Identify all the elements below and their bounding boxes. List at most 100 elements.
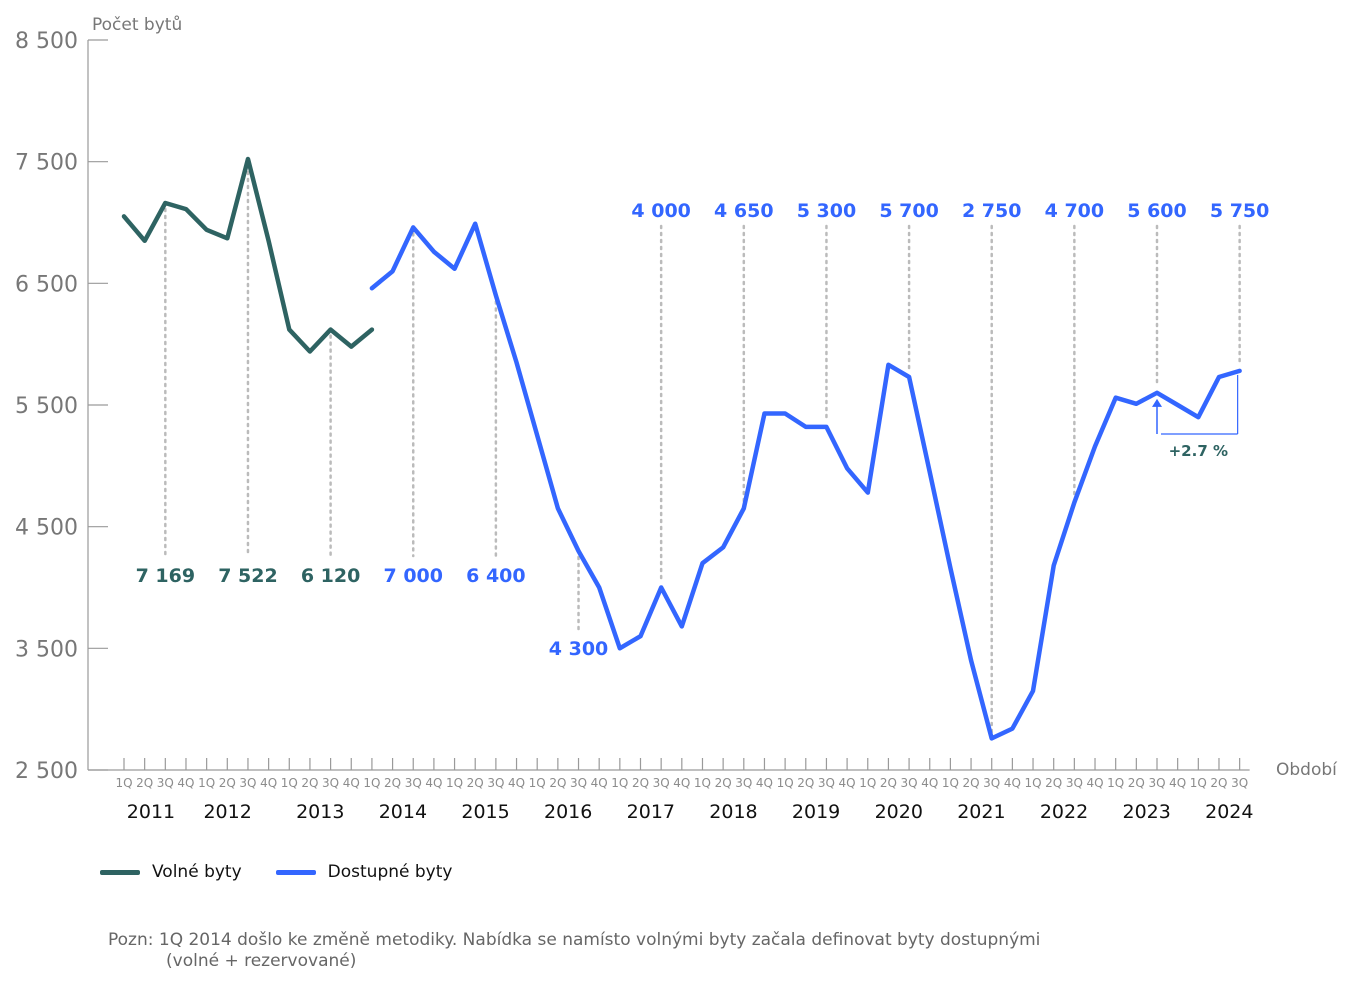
quarter-label: 3Q xyxy=(239,776,256,790)
quarter-label: 3Q xyxy=(405,776,422,790)
note-line-1: Pozn: 1Q 2014 došlo ke změně metodiky. N… xyxy=(108,930,1041,950)
quarter-label: 2Q xyxy=(549,776,566,790)
quarter-label: 2Q xyxy=(797,776,814,790)
quarter-label: 2Q xyxy=(1210,776,1227,790)
quarter-label: 3Q xyxy=(983,776,1000,790)
annotation-label: 5 750 xyxy=(1210,200,1270,222)
y-tick-label: 4 500 xyxy=(15,516,78,541)
quarter-label: 1Q xyxy=(281,776,298,790)
quarter-label: 1Q xyxy=(611,776,628,790)
quarter-label: 4Q xyxy=(756,776,773,790)
quarter-label: 1Q xyxy=(446,776,463,790)
quarter-label: 3Q xyxy=(487,776,504,790)
year-label: 2024 xyxy=(1205,801,1253,823)
quarter-label: 4Q xyxy=(921,776,938,790)
quarter-label: 3Q xyxy=(322,776,339,790)
year-label: 2017 xyxy=(627,801,675,823)
annotation-label: 6 400 xyxy=(466,565,526,587)
quarter-label: 3Q xyxy=(1066,776,1083,790)
change-arrow-head xyxy=(1152,398,1162,407)
quarter-label: 1Q xyxy=(777,776,794,790)
quarter-label: 4Q xyxy=(425,776,442,790)
quarter-label: 4Q xyxy=(1169,776,1186,790)
axes: 8 500 7 500 6 500 5 500 4 500 3 500 2 500 Počet… xyxy=(15,15,1338,823)
quarter-label: 1Q xyxy=(942,776,959,790)
y-tick-label: 3 500 xyxy=(15,637,78,662)
annotation-label: 6 120 xyxy=(301,565,361,587)
series-line-dostupne-byty xyxy=(369,221,1242,741)
quarter-label: 1Q xyxy=(363,776,380,790)
quarter-label: 2Q xyxy=(219,776,236,790)
quarter-label: 1Q xyxy=(115,776,132,790)
note-line-2: (volné + rezervované) xyxy=(166,951,357,971)
quarter-label: 4Q xyxy=(343,776,360,790)
quarter-label: 4Q xyxy=(839,776,856,790)
y-axis-title: Počet bytů xyxy=(92,15,182,35)
quarter-label: 4Q xyxy=(260,776,277,790)
quarter-label: 4Q xyxy=(673,776,690,790)
quarter-label: 3Q xyxy=(1231,776,1248,790)
quarter-label: 1Q xyxy=(1190,776,1207,790)
y-tick-label: 8 500 xyxy=(15,29,78,54)
quarter-label: 3Q xyxy=(653,776,670,790)
year-label: 2014 xyxy=(379,801,427,823)
labels: 7 169 7 522 6 120 7 000 6 400 4 300 4 000 4 650… xyxy=(136,200,1270,660)
legend-item-volne: Volné byty xyxy=(100,862,242,882)
quarter-label: 4Q xyxy=(508,776,525,790)
annotation-guides xyxy=(164,163,1241,734)
legend-label-dostupne: Dostupné byty xyxy=(327,862,453,882)
legend-swatch-volne xyxy=(100,869,140,875)
annotation-label: 4 300 xyxy=(549,638,609,660)
quarter-label: 3Q xyxy=(818,776,835,790)
annotation-label: 5 600 xyxy=(1127,200,1187,222)
quarter-label: 2Q xyxy=(136,776,153,790)
y-tick-label: 2 500 xyxy=(15,759,78,784)
year-label: 2021 xyxy=(957,801,1005,823)
quarter-label: 2Q xyxy=(632,776,649,790)
legend-label-volne: Volné byty xyxy=(152,862,242,882)
quarter-label: 3Q xyxy=(735,776,752,790)
year-label: 2022 xyxy=(1040,801,1088,823)
annotation-label: 4 700 xyxy=(1045,200,1105,222)
legend: Volné byty Dostupné byty xyxy=(100,862,452,882)
legend-swatch-dostupne xyxy=(275,869,316,875)
quarter-label: 4Q xyxy=(1004,776,1021,790)
year-label: 2023 xyxy=(1122,801,1170,823)
year-label: 2016 xyxy=(544,801,592,823)
annotation-label: 5 300 xyxy=(797,200,857,222)
quarter-label: 1Q xyxy=(859,776,876,790)
quarter-label: 3Q xyxy=(570,776,587,790)
quarter-label: 2Q xyxy=(880,776,897,790)
year-label: 2013 xyxy=(296,801,344,823)
quarter-label: 1Q xyxy=(529,776,546,790)
annotation-label: 2 750 xyxy=(962,200,1022,222)
y-tick-label: 5 500 xyxy=(15,394,78,419)
legend-item-dostupne: Dostupné byty xyxy=(275,862,453,882)
quarter-label: 2Q xyxy=(301,776,318,790)
quarter-label: 2Q xyxy=(1045,776,1062,790)
x-axis-title: Období xyxy=(1276,760,1338,780)
quarter-label: 2Q xyxy=(1128,776,1145,790)
year-label: 2018 xyxy=(709,801,757,823)
quarter-label: 3Q xyxy=(1148,776,1165,790)
year-label: 2019 xyxy=(792,801,840,823)
quarter-label: 2Q xyxy=(384,776,401,790)
annotation-label: 4 000 xyxy=(631,200,691,222)
series-lines xyxy=(121,156,1242,741)
quarter-label: 1Q xyxy=(694,776,711,790)
quarter-label: 2Q xyxy=(467,776,484,790)
quarter-label: 4Q xyxy=(1086,776,1103,790)
quarter-label: 1Q xyxy=(1107,776,1124,790)
quarter-label: 4Q xyxy=(177,776,194,790)
annotation-label: 5 700 xyxy=(879,200,939,222)
annotation-label: 4 650 xyxy=(714,200,774,222)
quarter-label: 1Q xyxy=(1024,776,1041,790)
annotation-label: 7 522 xyxy=(218,565,278,587)
line-chart: 8 500 7 500 6 500 5 500 4 500 3 500 2 500 Počet… xyxy=(15,15,1338,823)
annotation-label: 7 000 xyxy=(383,565,443,587)
quarter-label: 2Q xyxy=(715,776,732,790)
change-label: +2.7 % xyxy=(1169,442,1228,460)
annotation-label: 7 169 xyxy=(136,565,196,587)
quarter-label: 1Q xyxy=(198,776,215,790)
year-label: 2011 xyxy=(127,801,175,823)
